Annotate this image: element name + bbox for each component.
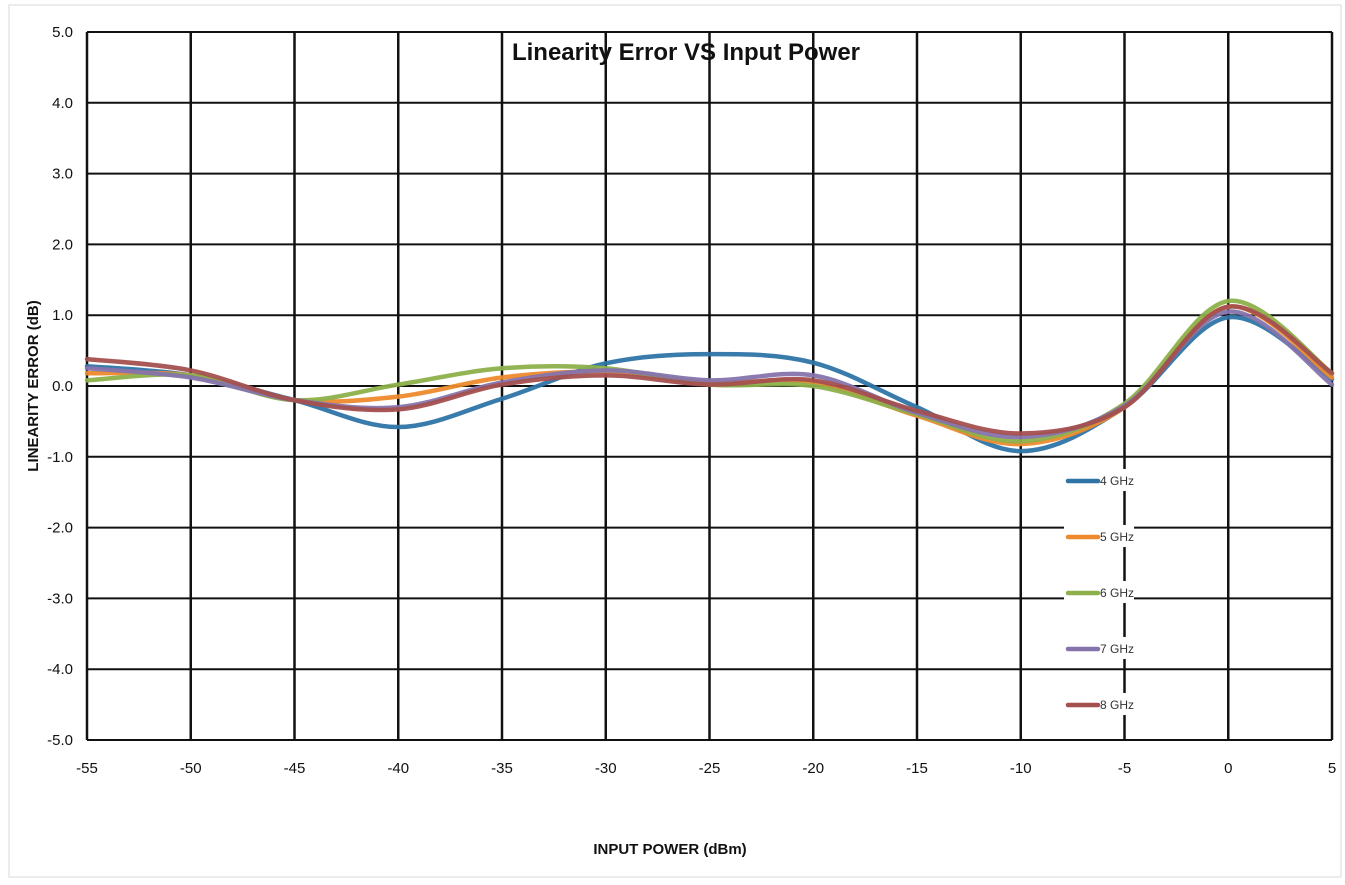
x-axis-title: INPUT POWER (dBm): [593, 841, 746, 858]
x-tick-label: -15: [906, 760, 928, 777]
x-tick-label: -20: [802, 760, 824, 777]
y-tick-label: -2.0: [47, 520, 73, 537]
y-tick-label: 3.0: [52, 166, 73, 183]
y-axis-title: LINEARITY ERROR (dB): [25, 300, 42, 471]
chart-title: Linearity Error VS Input Power: [512, 39, 860, 66]
x-tick-label: -10: [1010, 760, 1032, 777]
y-tick-label: 5.0: [52, 24, 73, 41]
x-tick-label: -50: [180, 760, 202, 777]
y-tick-label: 2.0: [52, 236, 73, 253]
x-tick-label: -35: [491, 760, 513, 777]
x-tick-label: 0: [1224, 760, 1232, 777]
outer-border: [8, 4, 1342, 878]
x-tick-label: -55: [76, 760, 98, 777]
series-line-8-ghz: [84, 304, 1335, 436]
x-tick-label: -30: [595, 760, 617, 777]
y-tick-label: -3.0: [47, 590, 73, 607]
legend-item: 8 GHz: [1064, 693, 1134, 715]
y-tick-label: 1.0: [52, 307, 73, 324]
legend-label: 6 GHz: [1100, 586, 1134, 600]
x-tick-label: -45: [284, 760, 306, 777]
legend-item: 6 GHz: [1064, 581, 1134, 603]
x-tick-labels: -55 -50 -45 -40 -35 -30 -25 -20 -15 -10 -5 0 5: [76, 760, 1336, 777]
legend-label: 4 GHz: [1100, 474, 1134, 488]
legend-item: 5 GHz: [1064, 525, 1134, 547]
y-tick-label: -5.0: [47, 732, 73, 749]
legend-label: 8 GHz: [1100, 698, 1134, 712]
x-tick-label: -5: [1118, 760, 1131, 777]
x-tick-label: -25: [699, 760, 721, 777]
legend-label: 7 GHz: [1100, 642, 1134, 656]
legend-label: 5 GHz: [1100, 530, 1134, 544]
y-tick-labels: 5.0 4.0 3.0 2.0 1.0 0.0 -1.0 -2.0 -3.0 -4.0 -5.0: [47, 24, 73, 749]
y-tick-label: -1.0: [47, 449, 73, 466]
y-tick-label: 0.0: [52, 378, 73, 395]
y-tick-label: -4.0: [47, 661, 73, 678]
legend: 4 GHz 5 GHz 6 GHz 7 GHz 8 GHz: [1064, 469, 1134, 715]
y-tick-label: 4.0: [52, 95, 73, 112]
legend-item: 7 GHz: [1064, 637, 1134, 659]
series-layer: [84, 298, 1335, 454]
x-tick-label: -40: [387, 760, 409, 777]
x-tick-label: 5: [1328, 760, 1336, 777]
legend-item: 4 GHz: [1064, 469, 1134, 491]
